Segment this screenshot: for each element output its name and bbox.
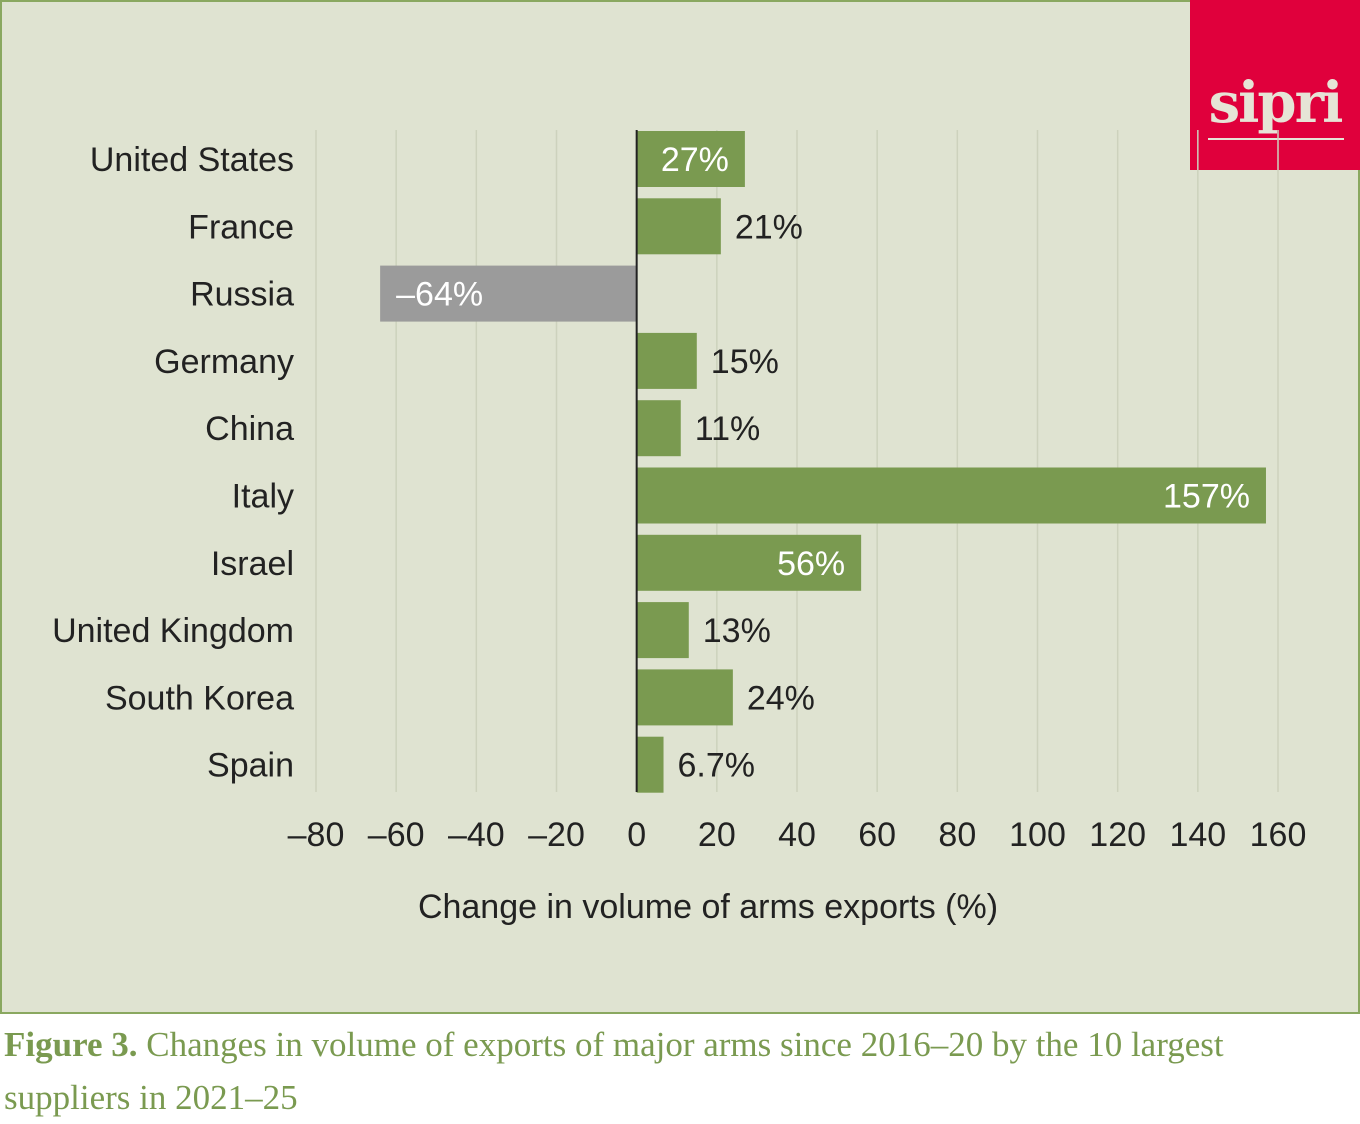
bar <box>636 198 721 255</box>
category-label: South Korea <box>105 679 294 717</box>
x-tick-label: 60 <box>858 816 896 854</box>
x-tick-label: –60 <box>368 816 425 854</box>
logo-underline <box>1208 138 1344 140</box>
bar <box>380 265 637 322</box>
category-label: United States <box>90 141 294 179</box>
x-tick-label: 0 <box>627 816 646 854</box>
x-tick-label: –20 <box>528 816 585 854</box>
data-label: 24% <box>747 679 815 717</box>
caption-label: Figure 3. <box>4 1025 138 1064</box>
x-tick-label: 20 <box>698 816 736 854</box>
category-label: Spain <box>207 747 294 785</box>
bar <box>636 736 664 793</box>
x-axis-title: Change in volume of arms exports (%) <box>418 888 998 926</box>
category-label: Germany <box>154 343 294 381</box>
bar <box>636 400 681 457</box>
data-label: –64% <box>396 276 483 314</box>
sipri-logo: sipri <box>1190 0 1360 170</box>
figure-caption: Figure 3. Changes in volume of exports o… <box>4 1018 1344 1124</box>
category-label: United Kingdom <box>52 612 294 650</box>
x-tick-label: 80 <box>938 816 976 854</box>
bar <box>636 534 862 591</box>
category-label: Russia <box>190 276 294 314</box>
bar <box>636 602 689 659</box>
x-tick-label: 160 <box>1250 816 1307 854</box>
bar-chart: –80 –60 –40 –20 0 20 40 60 80 100 120 140 160 United … <box>52 130 1307 926</box>
category-label: Italy <box>232 478 294 516</box>
bar <box>636 467 1266 524</box>
data-label: 157% <box>1163 478 1250 516</box>
data-label: 56% <box>777 545 845 583</box>
category-label: Israel <box>211 545 294 583</box>
data-label: 27% <box>661 141 729 179</box>
bar <box>636 131 745 187</box>
x-tick-label: 40 <box>778 816 816 854</box>
data-label: 13% <box>703 612 771 650</box>
x-tick-label: 100 <box>1009 816 1066 854</box>
category-label: China <box>205 410 294 448</box>
x-tick-label: 120 <box>1089 816 1146 854</box>
data-label: 15% <box>711 343 779 381</box>
bar <box>636 332 697 389</box>
caption-text: Changes in volume of exports of major ar… <box>4 1025 1224 1117</box>
x-tick-label: 140 <box>1169 816 1226 854</box>
data-label: 11% <box>695 410 761 448</box>
data-label: 21% <box>735 208 803 246</box>
bar <box>636 669 733 726</box>
category-label: France <box>188 208 294 246</box>
logo-text: sipri <box>1208 70 1344 136</box>
data-label: 6.7% <box>678 747 756 785</box>
x-tick-label: –80 <box>288 816 345 854</box>
x-tick-label: –40 <box>448 816 505 854</box>
